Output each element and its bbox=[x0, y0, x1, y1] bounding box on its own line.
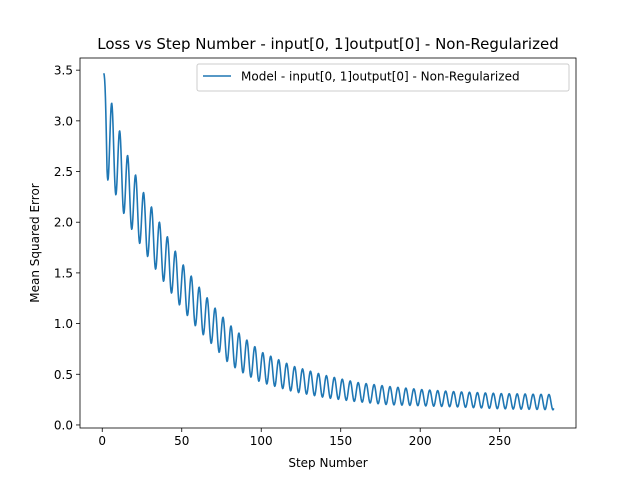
legend: Model - input[0, 1]output[0] - Non-Regul… bbox=[196, 63, 570, 92]
x-axis: 0 50 100 150 200 250 bbox=[98, 428, 511, 448]
x-axis-label: Step Number bbox=[288, 456, 367, 470]
x-tick-label: 0 bbox=[98, 434, 106, 448]
y-tick-label: 2.0 bbox=[54, 216, 73, 230]
y-tick-label: 0.0 bbox=[54, 418, 73, 432]
x-tick-label: 250 bbox=[488, 434, 511, 448]
y-tick-label: 0.5 bbox=[54, 368, 73, 382]
y-tick-label: 3.5 bbox=[54, 64, 73, 78]
y-axis: 0.0 0.5 1.0 1.5 2.0 2.5 3.0 3.5 bbox=[54, 64, 80, 432]
x-tick-label: 50 bbox=[174, 434, 189, 448]
legend-label: Model - input[0, 1]output[0] - Non-Regul… bbox=[241, 70, 520, 84]
plot-frame bbox=[79, 57, 577, 429]
x-tick-label: 150 bbox=[329, 434, 352, 448]
y-tick-label: 1.0 bbox=[54, 317, 73, 331]
x-tick-label: 200 bbox=[409, 434, 432, 448]
series-line-model bbox=[103, 73, 555, 411]
y-axis-label: Mean Squared Error bbox=[28, 183, 42, 303]
legend-box bbox=[196, 63, 570, 92]
y-tick-label: 1.5 bbox=[54, 266, 73, 280]
x-tick-label: 100 bbox=[250, 434, 273, 448]
chart-title: Loss vs Step Number - input[0, 1]output[… bbox=[97, 35, 558, 53]
y-tick-label: 3.0 bbox=[54, 114, 73, 128]
y-tick-label: 2.5 bbox=[54, 165, 73, 179]
plot-area bbox=[103, 73, 555, 411]
